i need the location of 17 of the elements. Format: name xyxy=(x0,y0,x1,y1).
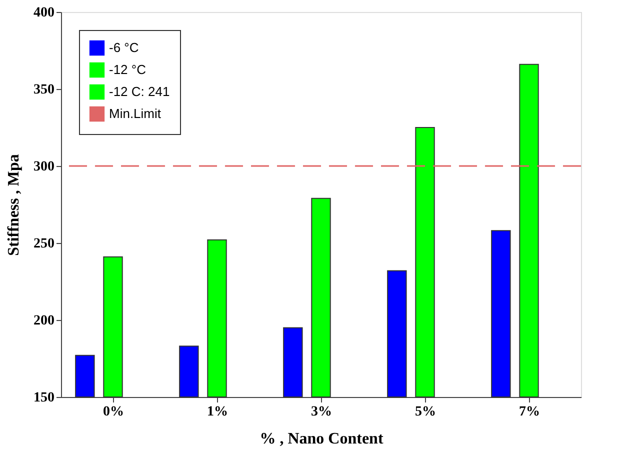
y-tick-label: 200 xyxy=(34,314,54,328)
x-tick-label: 1% xyxy=(207,404,228,420)
y-tick-label: 350 xyxy=(34,82,54,98)
y-tick-label: 300 xyxy=(34,160,54,174)
legend-label: -12 C: 241 xyxy=(109,84,170,99)
x-tick-label: 7% xyxy=(519,404,540,420)
y-axis-title: Stiffness , Mpa xyxy=(6,154,22,256)
x-tick-label: 5% xyxy=(415,404,436,420)
legend-label: -6 °C xyxy=(109,40,139,55)
x-axis-title: % , Nano Content xyxy=(260,430,384,448)
y-tick-label: 250 xyxy=(34,236,54,252)
legend-label: -12 °C xyxy=(109,62,146,77)
y-tick-label: 150 xyxy=(34,390,54,406)
legend-label: Min.Limit xyxy=(109,106,162,121)
x-tick-label: 0% xyxy=(103,404,124,420)
y-tick-label: 400 xyxy=(34,6,54,20)
x-tick-label: 3% xyxy=(311,404,332,420)
